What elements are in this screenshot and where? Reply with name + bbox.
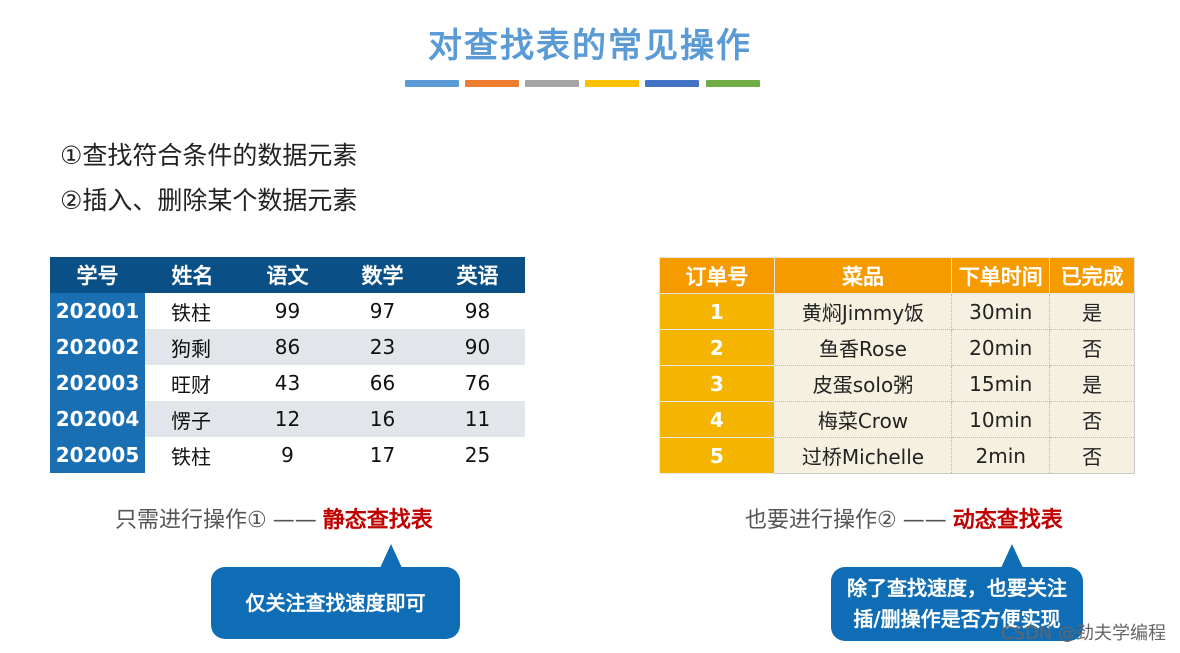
order-id-cell: 3 xyxy=(659,365,775,402)
table-row: 3 皮蛋solo粥 15min 是 xyxy=(659,365,1135,402)
operation-2: ②插入、删除某个数据元素 xyxy=(60,186,358,215)
column-header: 学号 xyxy=(50,257,145,293)
table-cell: 25 xyxy=(430,437,525,473)
column-header: 英语 xyxy=(430,257,525,293)
caption-prefix: 只需进行操作① xyxy=(115,508,267,533)
student-table-header: 学号 姓名 语文 数学 英语 xyxy=(50,257,525,293)
student-id-cell: 202005 xyxy=(50,437,145,473)
order-table-header: 订单号 菜品 下单时间 已完成 xyxy=(659,257,1135,294)
table-cell: 90 xyxy=(430,329,525,365)
table-cell: 11 xyxy=(430,401,525,437)
table-cell: 2min xyxy=(951,437,1051,474)
operation-1: ①查找符合条件的数据元素 xyxy=(60,141,358,170)
table-cell: 12 xyxy=(240,401,335,437)
table-row: 202002 狗剩 86 23 90 xyxy=(50,329,525,365)
static-callout-bubble: 仅关注查找速度即可 xyxy=(211,567,460,639)
student-id-cell: 202004 xyxy=(50,401,145,437)
column-header: 已完成 xyxy=(1049,257,1135,294)
slide-title: 对查找表的常见操作 xyxy=(428,26,752,66)
table-row: 5 过桥Michelle 2min 否 xyxy=(659,437,1135,474)
table-cell: 30min xyxy=(951,293,1051,330)
static-table-caption: 只需进行操作① —— 静态查找表 xyxy=(115,502,433,534)
table-cell: 铁柱 xyxy=(145,437,240,473)
order-id-cell: 2 xyxy=(659,329,775,366)
table-cell: 17 xyxy=(335,437,430,473)
caption-dash: —— xyxy=(902,508,947,533)
table-cell: 否 xyxy=(1049,329,1135,366)
table-row: 4 梅菜Crow 10min 否 xyxy=(659,401,1135,438)
column-header: 订单号 xyxy=(659,257,775,294)
static-bubble-pointer xyxy=(380,544,402,568)
table-cell: 10min xyxy=(951,401,1051,438)
dynamic-table-label: 动态查找表 xyxy=(952,508,1063,533)
dynamic-bubble-pointer xyxy=(1001,544,1023,568)
table-cell: 9 xyxy=(240,437,335,473)
csdn-watermark: CSDN @劲夫学编程 xyxy=(1000,623,1166,644)
table-cell: 鱼香Rose xyxy=(773,329,953,366)
color-bar-2 xyxy=(465,80,519,87)
order-table: 订单号 菜品 下单时间 已完成 1 黄焖Jimmy饭 30min 是 2 鱼香R… xyxy=(659,257,1135,474)
table-cell: 旺财 xyxy=(145,365,240,401)
order-id-cell: 1 xyxy=(659,293,775,330)
table-cell: 黄焖Jimmy饭 xyxy=(773,293,953,330)
student-id-cell: 202002 xyxy=(50,329,145,365)
table-cell: 是 xyxy=(1049,293,1135,330)
color-bar-3 xyxy=(525,80,579,87)
table-cell: 23 xyxy=(335,329,430,365)
student-table: 学号 姓名 语文 数学 英语 202001 铁柱 99 97 98 202002… xyxy=(50,257,525,473)
color-bar-1 xyxy=(405,80,459,87)
table-row: 202004 愣子 12 16 11 xyxy=(50,401,525,437)
table-cell: 15min xyxy=(951,365,1051,402)
table-cell: 97 xyxy=(335,293,430,329)
dynamic-callout-bubble: 除了查找速度，也要关注 插/删操作是否方便实现 xyxy=(831,567,1083,641)
caption-dash: —— xyxy=(272,508,317,533)
dynamic-table-caption: 也要进行操作② —— 动态查找表 xyxy=(745,502,1063,534)
column-header: 菜品 xyxy=(773,257,953,294)
table-cell: 43 xyxy=(240,365,335,401)
table-cell: 过桥Michelle xyxy=(773,437,953,474)
column-header: 姓名 xyxy=(145,257,240,293)
table-row: 2 鱼香Rose 20min 否 xyxy=(659,329,1135,366)
color-bar-4 xyxy=(585,80,639,87)
table-cell: 皮蛋solo粥 xyxy=(773,365,953,402)
table-row: 202001 铁柱 99 97 98 xyxy=(50,293,525,329)
callout-line-2: 插/删操作是否方便实现 xyxy=(853,607,1061,631)
static-table-label: 静态查找表 xyxy=(322,508,433,533)
student-id-cell: 202001 xyxy=(50,293,145,329)
column-header: 数学 xyxy=(335,257,430,293)
table-cell: 梅菜Crow xyxy=(773,401,953,438)
color-bar-6 xyxy=(706,80,760,87)
table-cell: 20min xyxy=(951,329,1051,366)
table-cell: 86 xyxy=(240,329,335,365)
order-id-cell: 5 xyxy=(659,437,775,474)
table-cell: 16 xyxy=(335,401,430,437)
table-cell: 否 xyxy=(1049,437,1135,474)
table-cell: 愣子 xyxy=(145,401,240,437)
table-cell: 99 xyxy=(240,293,335,329)
table-cell: 76 xyxy=(430,365,525,401)
caption-prefix: 也要进行操作② xyxy=(745,508,897,533)
table-cell: 狗剩 xyxy=(145,329,240,365)
table-row: 202005 铁柱 9 17 25 xyxy=(50,437,525,473)
table-cell: 否 xyxy=(1049,401,1135,438)
callout-line-1: 除了查找速度，也要关注 xyxy=(847,576,1067,600)
table-row: 1 黄焖Jimmy饭 30min 是 xyxy=(659,293,1135,330)
column-header: 下单时间 xyxy=(951,257,1051,294)
order-id-cell: 4 xyxy=(659,401,775,438)
table-cell: 66 xyxy=(335,365,430,401)
table-cell: 铁柱 xyxy=(145,293,240,329)
table-row: 202003 旺财 43 66 76 xyxy=(50,365,525,401)
table-cell: 是 xyxy=(1049,365,1135,402)
color-bar-5 xyxy=(645,80,699,87)
student-id-cell: 202003 xyxy=(50,365,145,401)
column-header: 语文 xyxy=(240,257,335,293)
table-cell: 98 xyxy=(430,293,525,329)
